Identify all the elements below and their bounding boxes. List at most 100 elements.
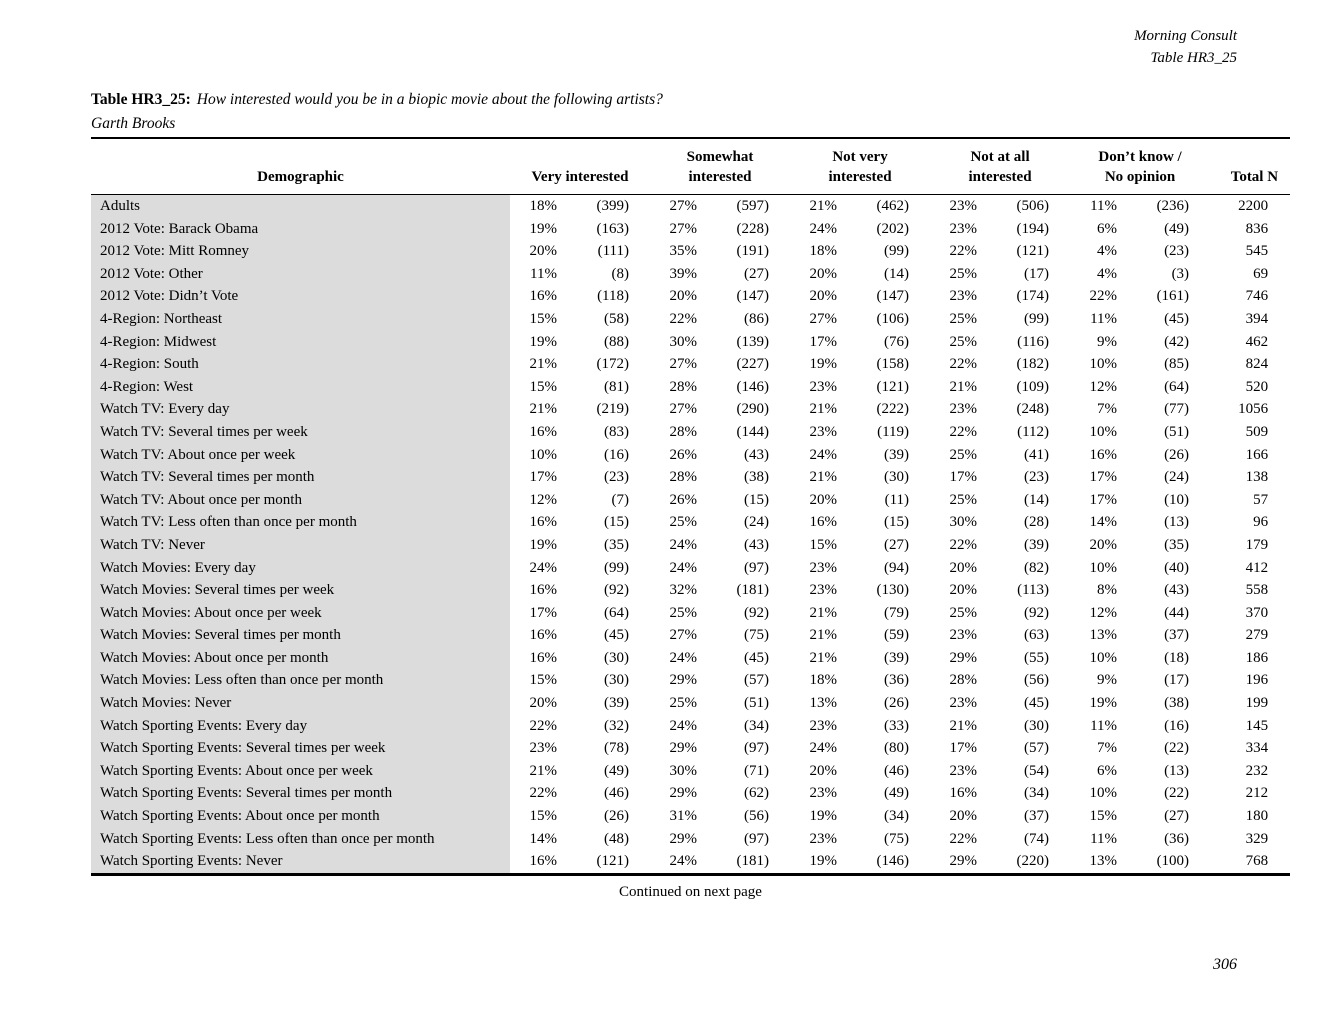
cell-percent: 39% [669, 265, 698, 282]
cell-percent: 17% [529, 604, 558, 621]
cell-percent: 20% [529, 695, 558, 712]
cell-count: (194) [1016, 220, 1050, 237]
cell-count: (59) [884, 627, 910, 644]
row-label: Watch TV: About once per month [91, 488, 510, 512]
cell-count: (121) [876, 378, 910, 395]
cell-percent: 13% [1089, 627, 1118, 644]
column-header-group-3: Not at all interested [968, 149, 1032, 185]
cell-percent: 26% [669, 491, 698, 508]
cell-percent: 24% [669, 853, 698, 870]
cell-percent: 29% [669, 740, 698, 757]
cell-count: (79) [884, 604, 910, 621]
cell-percent: 20% [529, 243, 558, 260]
cell-percent: 19% [529, 333, 558, 350]
cell-percent: 29% [949, 853, 978, 870]
cell-total-n: 509 [1245, 423, 1269, 440]
cell-percent: 23% [949, 627, 978, 644]
cell-percent: 29% [669, 672, 698, 689]
cell-count: (10) [1164, 491, 1190, 508]
cell-percent: 21% [529, 762, 558, 779]
cell-percent: 25% [949, 491, 978, 508]
cell-count: (181) [736, 853, 770, 870]
cell-percent: 19% [809, 808, 838, 825]
cell-count: (92) [1024, 604, 1050, 621]
cell-count: (39) [884, 446, 910, 463]
cell-percent: 22% [669, 310, 698, 327]
cell-count: (27) [744, 265, 770, 282]
cell-count: (26) [884, 695, 910, 712]
cell-count: (78) [604, 740, 629, 757]
report-table-ref: Table HR3_25 [1150, 50, 1237, 66]
cell-percent: 25% [949, 310, 978, 327]
cell-percent: 32% [669, 582, 698, 599]
cell-count: (22) [1164, 740, 1190, 757]
cell-percent: 12% [529, 491, 558, 508]
cell-percent: 24% [669, 649, 698, 666]
cell-percent: 21% [809, 198, 838, 214]
cell-percent: 23% [949, 198, 978, 214]
row-label: 2012 Vote: Mitt Romney [91, 240, 510, 263]
table-row: Watch Movies: Several times per week 16% (… [91, 579, 1290, 602]
table-row: Watch Movies: Less often than once per m… [91, 669, 1290, 693]
cell-count: (51) [1164, 423, 1190, 440]
cell-percent: 26% [669, 446, 698, 463]
cell-percent: 21% [949, 378, 978, 395]
cell-percent: 22% [529, 717, 558, 734]
row-label: Watch Movies: Every day [91, 556, 510, 580]
cell-percent: 25% [949, 333, 978, 350]
cell-count: (228) [736, 220, 770, 237]
cell-percent: 22% [949, 423, 978, 440]
cell-count: (172) [596, 356, 630, 373]
table-row: Watch Sporting Events: Less often than o… [91, 827, 1290, 851]
cell-count: (181) [736, 582, 770, 599]
cell-count: (71) [744, 762, 770, 779]
cell-percent: 23% [949, 401, 978, 418]
table-subject: Garth Brooks [91, 115, 176, 132]
cell-count: (94) [884, 559, 910, 576]
cell-percent: 23% [809, 423, 838, 440]
row-label: 4-Region: South [91, 353, 510, 376]
cell-percent: 11% [530, 265, 557, 282]
row-label: Adults [91, 194, 510, 218]
cell-percent: 6% [1097, 762, 1118, 779]
cell-count: (80) [884, 740, 910, 757]
cell-count: (191) [736, 243, 770, 260]
cell-count: (92) [604, 582, 629, 599]
cell-count: (36) [1164, 830, 1190, 847]
table-row: Watch TV: Less often than once per month… [91, 511, 1290, 534]
cell-count: (63) [1024, 627, 1050, 644]
cell-count: (30) [884, 469, 910, 486]
cell-total-n: 2200 [1238, 198, 1269, 214]
table-row: Watch TV: Every day 21% (219) 27% (290) 21% (2… [91, 398, 1290, 421]
cell-count: (248) [1016, 401, 1050, 418]
cell-percent: 19% [529, 220, 558, 237]
cell-percent: 18% [809, 243, 838, 260]
cell-percent: 10% [1089, 559, 1118, 576]
cell-count: (139) [736, 333, 770, 350]
cell-percent: 11% [1090, 717, 1118, 734]
cell-percent: 25% [669, 695, 698, 712]
cell-count: (42) [1164, 333, 1190, 350]
cell-percent: 27% [669, 198, 698, 214]
row-label: Watch Movies: About once per week [91, 601, 510, 625]
cell-percent: 23% [809, 582, 838, 599]
cell-percent: 19% [1089, 695, 1118, 712]
cell-percent: 20% [669, 288, 698, 305]
cell-count: (46) [604, 785, 629, 802]
cell-percent: 11% [1090, 830, 1118, 847]
cell-percent: 24% [809, 446, 838, 463]
cell-count: (58) [604, 310, 629, 327]
cell-count: (116) [1017, 333, 1050, 350]
cell-count: (48) [604, 830, 629, 847]
cell-total-n: 836 [1245, 220, 1269, 237]
cell-percent: 31% [669, 808, 698, 825]
cell-count: (34) [884, 808, 910, 825]
column-header-demographic: Demographic [257, 169, 344, 185]
table-row: Watch TV: Never 19% (35) 24% (43) 15% (27) 22% (… [91, 533, 1290, 557]
table-id-label: Table HR3_25: [91, 91, 191, 108]
cell-count: (39) [1024, 536, 1050, 553]
cell-percent: 10% [1089, 785, 1118, 802]
cell-count: (227) [736, 356, 770, 373]
row-label: Watch Sporting Events: About once per mo… [91, 805, 510, 828]
cell-count: (74) [1024, 830, 1050, 847]
